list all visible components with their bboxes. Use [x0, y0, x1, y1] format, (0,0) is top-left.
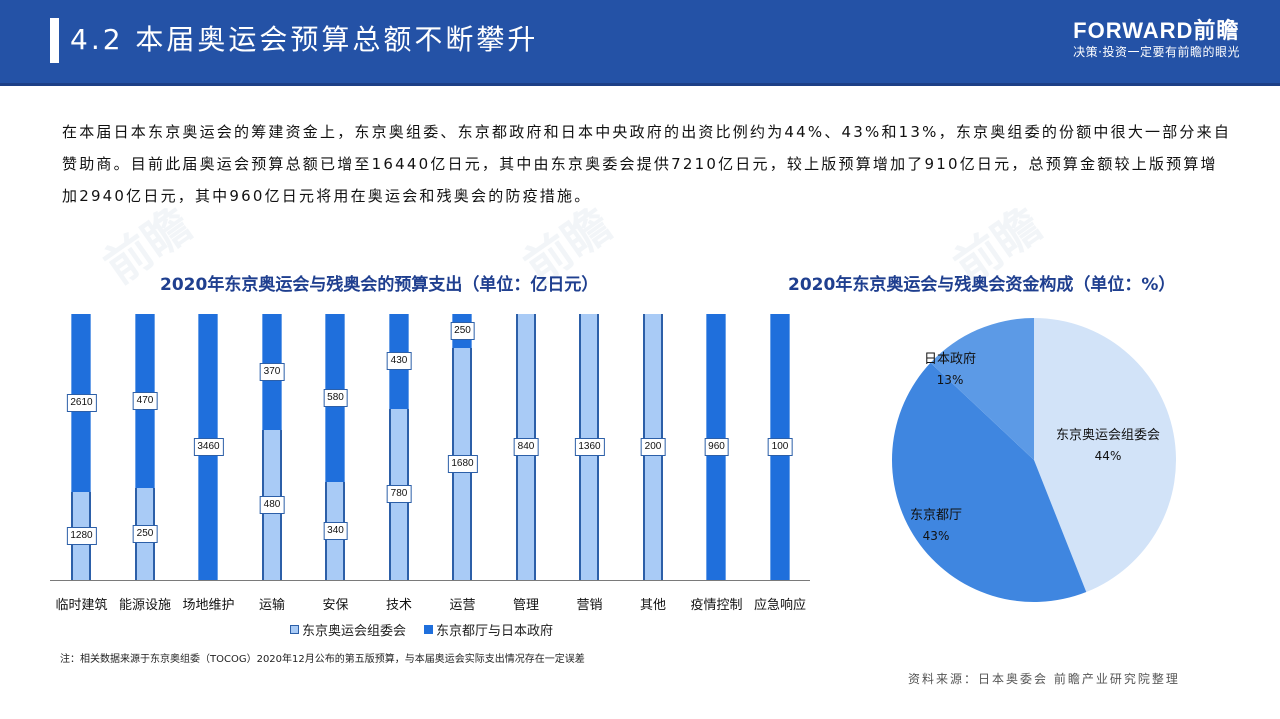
pie-label-tokyo-metro: 东京都厅 43% — [910, 506, 962, 546]
bar-column: 3460 场地维护 — [177, 314, 240, 613]
pie-slice-organizing-committee — [1034, 318, 1176, 593]
legend-swatch-light — [290, 625, 299, 634]
data-label-organizing-committee: 480 — [259, 495, 285, 514]
data-label-organizing-committee: 1680 — [447, 455, 478, 474]
bar-column: 960 疫情控制 — [685, 314, 748, 613]
data-label-government: 250 — [450, 322, 475, 341]
pie-label-name: 东京奥运会组委会 — [1056, 428, 1161, 443]
data-label-government: 370 — [259, 362, 285, 381]
category-label: 场地维护 — [182, 598, 235, 613]
data-label-organizing-committee: 200 — [640, 438, 666, 456]
category-label: 能源设施 — [118, 598, 172, 613]
footnote: 注：相关数据来源于东京奥组委（TOCOG）2020年12月公布的第五版预算，与本… — [60, 654, 585, 665]
pie-chart-svg — [892, 318, 1176, 602]
bar-chart-legend: 东京奥运会组委会 东京都厅与日本政府 — [290, 620, 553, 639]
bar-chart-title: 2020年东京奥运会与残奥会的预算支出（单位：亿日元） — [160, 275, 599, 295]
pie-label-pct: 44% — [1094, 449, 1122, 463]
bar-column: 250 1680 运营 — [431, 314, 494, 613]
data-label-organizing-committee: 1360 — [574, 438, 605, 456]
bar-column: 100 应急响应 — [749, 314, 812, 613]
data-label-government: 430 — [386, 352, 412, 371]
stacked-bar — [452, 314, 472, 580]
legend-item-government: 东京都厅与日本政府 — [424, 620, 553, 639]
bar-column: 2610 1280 临时建筑 — [50, 314, 113, 613]
category-label: 技术 — [385, 598, 413, 613]
bar-column: 580 340 安保 — [304, 314, 367, 613]
pie-label-government: 日本政府 13% — [924, 350, 976, 390]
pie-label-name: 日本政府 — [924, 352, 977, 367]
pie-label-pct: 43% — [922, 529, 950, 543]
pie-chart: 日本政府 13% 东京奥运会组委会 44% 东京都厅 43% — [886, 318, 1186, 608]
category-label: 应急响应 — [753, 598, 807, 613]
bar-column: 200 其他 — [622, 314, 685, 613]
bar-column: 430 780 技术 — [368, 314, 431, 613]
pie-slice-tokyo-metro — [892, 362, 1087, 602]
data-label-organizing-committee: 1280 — [66, 527, 97, 546]
bar-column: 1360 营销 — [558, 314, 621, 613]
data-label-government: 580 — [323, 388, 348, 407]
legend-item-organizing-committee: 东京奥运会组委会 — [290, 620, 406, 639]
legend-label: 东京奥运会组委会 — [302, 624, 407, 639]
header-divider — [0, 83, 1280, 86]
data-label-government: 3460 — [193, 438, 224, 456]
data-label-government: 2610 — [66, 394, 97, 413]
bar-column: 470 250 能源设施 — [114, 314, 177, 613]
data-label-government: 100 — [767, 438, 793, 456]
bar-column: 840 管理 — [495, 314, 558, 613]
pie-chart-title: 2020年东京奥运会与残奥会资金构成（单位：%） — [788, 275, 1176, 295]
pie-slice-government — [930, 318, 1034, 460]
brand-logo: FORWARD前瞻 决策·投资一定要有前瞻的眼光 — [1073, 18, 1240, 60]
category-label: 安保 — [322, 598, 349, 613]
page-title: 4.2 本届奥运会预算总额不断攀升 — [70, 23, 539, 56]
data-label-organizing-committee: 340 — [323, 521, 348, 540]
source-credit: 资料来源：日本奥委会 前瞻产业研究院整理 — [908, 672, 1180, 686]
category-label: 运营 — [449, 598, 476, 613]
bar-chart: 2610 1280 临时建筑 470 250 能源设施 3460 场地维护 370 480 运输 58… — [50, 310, 812, 613]
category-label: 营销 — [576, 598, 603, 613]
data-label-organizing-committee: 780 — [386, 485, 412, 504]
category-label: 管理 — [512, 598, 540, 613]
pie-label-name: 东京都厅 — [910, 508, 963, 523]
data-label-organizing-committee: 840 — [513, 438, 539, 456]
brand-slogan: 决策·投资一定要有前瞻的眼光 — [1073, 45, 1240, 59]
x-axis-line — [50, 580, 810, 581]
data-label-organizing-committee: 250 — [132, 524, 158, 543]
brand-logo-text: FORWARD前瞻 — [1073, 18, 1240, 43]
title-accent-bar — [50, 18, 59, 63]
data-label-government: 960 — [704, 438, 729, 456]
pie-label-pct: 13% — [936, 373, 964, 387]
bar-column: 370 480 运输 — [241, 314, 304, 613]
header-banner: 4.2 本届奥运会预算总额不断攀升 FORWARD前瞻 决策·投资一定要有前瞻的… — [0, 0, 1280, 83]
pie-label-organizing-committee: 东京奥运会组委会 44% — [1056, 426, 1160, 466]
legend-swatch-dark — [424, 625, 434, 634]
stacked-bar — [325, 314, 345, 580]
stacked-bar — [261, 314, 282, 580]
category-label: 临时建筑 — [55, 598, 108, 613]
category-label: 运输 — [258, 598, 286, 613]
intro-paragraph: 在本届日本东京奥运会的筹建资金上，东京奥组委、东京都政府和日本中央政府的出资比例… — [62, 123, 1232, 205]
legend-label: 东京都厅与日本政府 — [436, 624, 554, 639]
data-label-government: 470 — [132, 391, 158, 410]
category-label: 疫情控制 — [690, 598, 743, 613]
category-label: 其他 — [639, 598, 667, 613]
